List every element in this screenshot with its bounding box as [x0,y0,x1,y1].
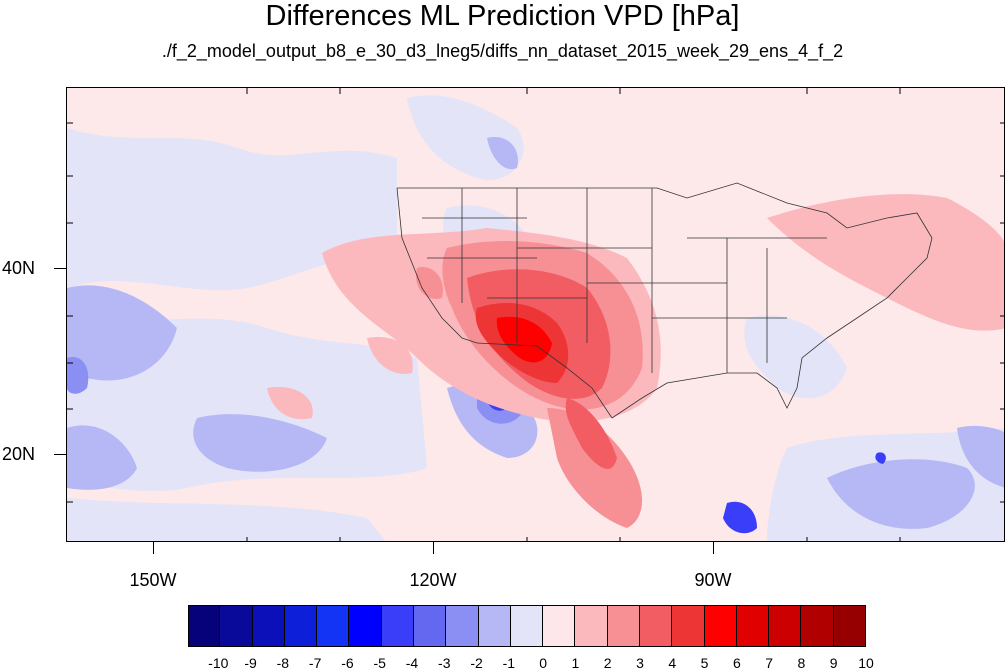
y-label-40n: 40N [2,258,36,278]
colorbar-segment [769,605,802,647]
colorbar-label: 0 [539,655,548,671]
colorbar-label: -9 [244,655,257,671]
x-label-150w: 150W [129,570,177,590]
colorbar-label: -10 [208,655,229,671]
colorbar-segment [801,605,834,647]
colorbar-label: -7 [308,655,322,671]
colorbar-label: -5 [373,655,386,671]
x-tick-120w [433,542,434,554]
colorbar-segment [220,605,253,647]
colorbar-segment [252,605,285,647]
y-tick-40n [54,268,66,269]
map-subtitle: ./f_2_model_output_b8_e_30_d3_lneg5/diff… [161,41,844,61]
colorbar-segment [478,605,511,647]
colorbar-label: -6 [341,655,354,671]
colorbar-segment [381,605,414,647]
colorbar-label: -1 [502,655,516,671]
colorbar-segment [188,605,221,647]
colorbar-label: 4 [668,655,677,671]
colorbar-segment [349,605,382,647]
colorbar-label: -2 [470,655,483,671]
colorbar-segment [284,605,318,647]
colorbar-label: 3 [636,655,644,671]
state-boundaries [396,182,933,419]
colorbar-segment [672,605,705,647]
colorbar [188,605,866,647]
colorbar-label: 10 [858,655,874,671]
colorbar-label: -8 [276,655,290,671]
colorbar-label: 2 [603,655,612,671]
colorbar-segment [640,605,673,647]
colorbar-label: -4 [405,655,419,671]
vpd-difference-map [66,87,1005,542]
colorbar-segment [575,605,608,647]
colorbar-segment [446,605,479,647]
colorbar-label: 8 [797,655,806,671]
colorbar-segment [704,605,737,647]
colorbar-label: -3 [438,655,451,671]
colorbar-label: 5 [700,655,709,671]
colorbar-label: 1 [571,655,580,671]
bright-red-regions [496,316,552,363]
map-title: Differences ML Prediction VPD [hPa] [265,0,740,32]
map-svg [67,88,1004,541]
colorbar-segment [736,605,770,647]
x-tick-90w [713,542,714,554]
x-label-90w: 90W [694,570,732,590]
colorbar-label: 6 [732,655,741,671]
colorbar-segment [317,605,350,647]
y-tick-20n [54,454,66,455]
x-tick-150w [153,542,154,554]
colorbar-segment [414,605,447,647]
colorbar-segment [543,605,576,647]
colorbar-label: 9 [829,655,838,671]
colorbar-segment [510,605,544,647]
colorbar-border [188,605,866,647]
y-label-20n: 20N [2,444,36,464]
frame-ticks [67,88,1004,541]
colorbar-label: 7 [765,655,774,671]
x-label-120w: 120W [409,570,457,590]
colorbar-segment [607,605,640,647]
